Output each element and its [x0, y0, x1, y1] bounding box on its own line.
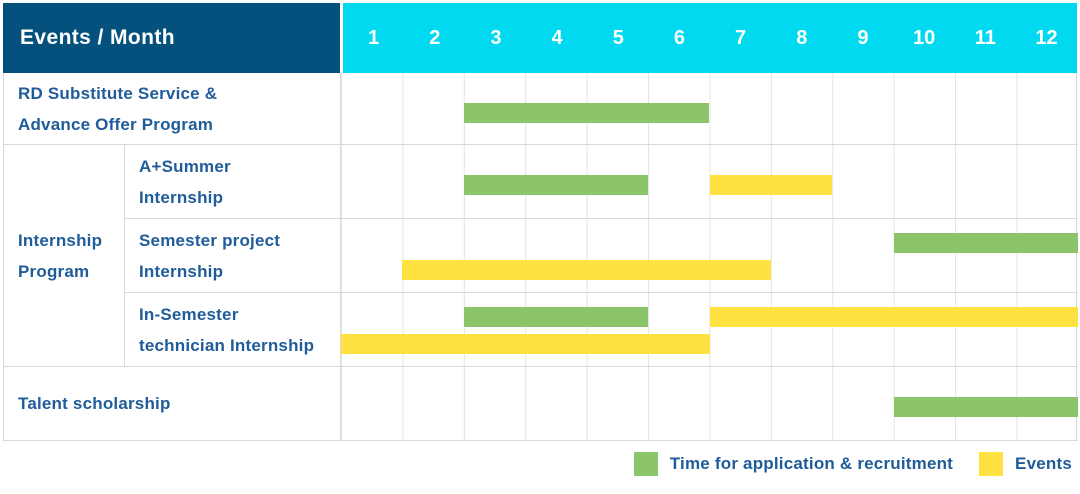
month-header-cell: 9: [857, 26, 869, 49]
month-header-cell: 5: [612, 26, 624, 49]
gantt-bar-green: [893, 397, 1078, 417]
month-header-cell: 6: [673, 26, 685, 49]
month-header-cell: 10: [913, 26, 936, 49]
row-label-semester-project-internship: Semester project Internship: [125, 219, 341, 293]
month-header-cell: 11: [974, 26, 996, 49]
month-header-cell: 12: [1035, 26, 1058, 49]
chart-legend: Time for application & recruitment Events: [3, 452, 1077, 476]
row-label-in-semester-technician-internship: In-Semester technician Internship: [125, 293, 341, 367]
gantt-row-talent-scholarship: [341, 367, 1078, 441]
legend-item: Events: [979, 452, 1072, 476]
month-header-strip: 1 2 3 4 5 6 7 8 9 10 11 12: [343, 3, 1077, 73]
gantt-bar-yellow: [709, 307, 1078, 327]
gantt-bar-yellow: [402, 260, 771, 280]
gantt-bar-green: [463, 307, 649, 327]
legend-swatch-yellow: [979, 452, 1004, 476]
gantt-row-a-summer-internship: [341, 145, 1078, 219]
events-month-table: Events / Month 1 2 3 4 5 6 7 8 9 10 11 12 RD Substi…: [3, 3, 1078, 441]
month-header-cell: 2: [429, 26, 441, 49]
gantt-row-rd-substitute: [341, 73, 1078, 145]
legend-label: Events: [1015, 454, 1072, 473]
gantt-bar-yellow: [709, 175, 833, 195]
gantt-bar-green: [463, 103, 710, 123]
table-body: RD Substitute Service & Advance Offer Pr…: [3, 73, 1078, 441]
row-label-a-summer-internship: A+Summer Internship: [125, 145, 341, 219]
gantt-bar-yellow: [341, 334, 710, 354]
month-header-cell: 3: [490, 26, 502, 49]
month-header-cell: 4: [551, 26, 563, 49]
legend-label: Time for application & recruitment: [669, 454, 954, 473]
row-label-rd-substitute: RD Substitute Service & Advance Offer Pr…: [4, 73, 341, 145]
row-label-talent-scholarship: Talent scholarship: [4, 367, 341, 441]
legend-swatch-green: [633, 452, 658, 476]
gantt-bar-green: [893, 233, 1078, 253]
month-header-cell: 7: [735, 26, 747, 49]
group-label-internship-program: Internship Program: [4, 145, 125, 367]
month-header-cell: 8: [796, 26, 808, 49]
legend-item: Time for application & recruitment: [633, 452, 954, 476]
events-month-header-cell: Events / Month: [3, 3, 340, 73]
gantt-row-in-semester-technician-internship: [341, 293, 1078, 367]
gantt-row-semester-project-internship: [341, 219, 1078, 293]
gantt-bar-green: [463, 175, 649, 195]
month-header-cell: 1: [368, 26, 380, 49]
table-header-row: Events / Month 1 2 3 4 5 6 7 8 9 10 11 12: [3, 3, 1077, 73]
